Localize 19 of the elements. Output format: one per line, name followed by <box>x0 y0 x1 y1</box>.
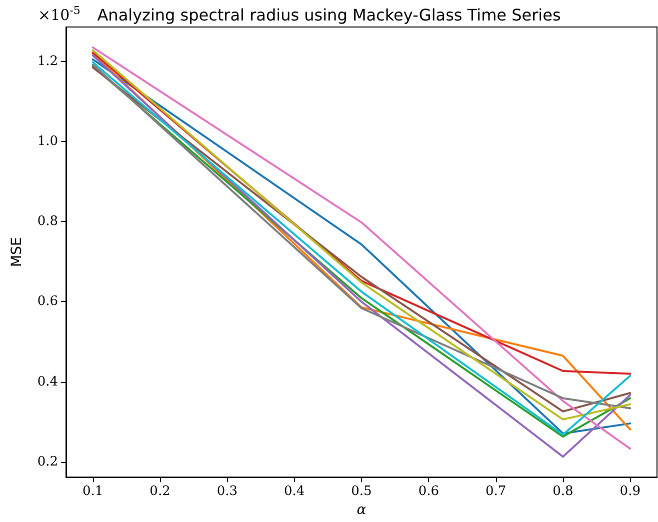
x-tick-label: 0.7 <box>485 484 506 500</box>
y-tick-label: 0.6 <box>37 294 58 310</box>
x-tick-label: 0.5 <box>351 484 372 500</box>
x-tick-label: 0.2 <box>150 484 170 500</box>
x-tick-label: 0.9 <box>620 484 640 500</box>
x-tick-label: 0.8 <box>552 484 574 500</box>
y-tick-label: 1.2 <box>37 54 58 69</box>
y-tick-label: 1.0 <box>37 134 58 150</box>
x-tick-label: 0.3 <box>216 484 238 500</box>
x-tick-label: 0.6 <box>418 484 440 500</box>
y-tick-label: 0.8 <box>37 214 58 230</box>
chart-title: Analyzing spectral radius using Mackey-Glass Time Series <box>97 6 561 24</box>
x-tick-label: 0.4 <box>284 484 305 500</box>
y-tick-label: 0.4 <box>37 374 58 390</box>
text: ×10$^{-5}$ <box>38 4 80 24</box>
y-tick-label: 0.2 <box>37 454 58 470</box>
y-axis-title: MSE <box>9 237 25 267</box>
x-axis-title: α <box>356 502 367 518</box>
x-tick-label: 0.1 <box>82 484 104 500</box>
